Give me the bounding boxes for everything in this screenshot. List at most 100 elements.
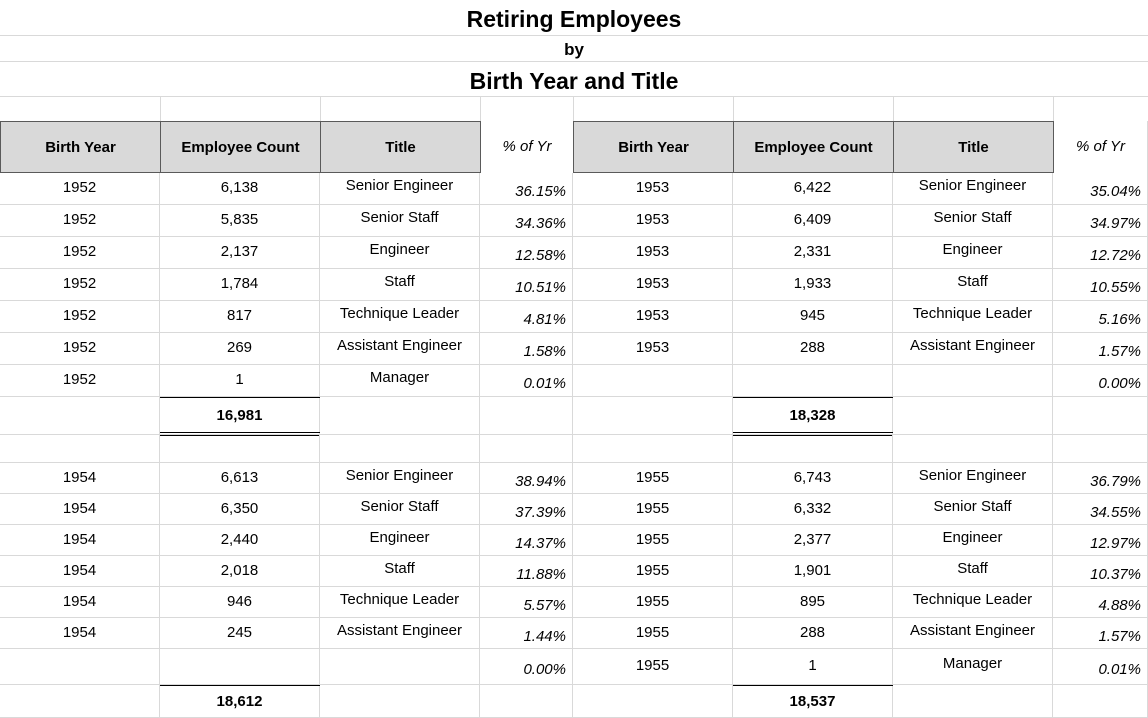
total-top-border (733, 685, 893, 686)
cell-title: Senior Staff (893, 494, 1053, 525)
cell-employee-count: 2,137 (160, 237, 320, 269)
cell-pct: 4.81% (480, 301, 573, 333)
cell-title: Senior Engineer (320, 463, 480, 494)
total-top-border (160, 397, 320, 398)
header-title: Title (321, 121, 481, 173)
total-spacer-cell (893, 397, 1053, 435)
spacer-cell (320, 435, 480, 463)
cell-title: Manager (893, 649, 1053, 685)
cell-title: Technique Leader (320, 587, 480, 618)
cell-pct: 37.39% (480, 494, 573, 525)
spacer-cell (733, 435, 893, 463)
cell-title: Assistant Engineer (320, 333, 480, 365)
cell-title: Senior Engineer (320, 173, 480, 205)
total-employee-count: 18,612 (160, 685, 320, 718)
cell-pct: 34.97% (1053, 205, 1148, 237)
cell-pct: 0.01% (480, 365, 573, 397)
cell-birth-year: 1954 (0, 525, 160, 556)
cell-employee-count: 6,332 (733, 494, 893, 525)
cell-birth-year: 1954 (0, 463, 160, 494)
cell-employee-count: 895 (733, 587, 893, 618)
cell-pct: 34.55% (1053, 494, 1148, 525)
report-title: Retiring Employees (0, 0, 1148, 36)
total-top-border (733, 397, 893, 398)
cell-pct: 12.72% (1053, 237, 1148, 269)
cell-employee-count: 1 (733, 649, 893, 685)
cell-pct: 0.00% (1053, 365, 1148, 397)
cell-employee-count: 1,901 (733, 556, 893, 587)
cell-pct: 36.15% (480, 173, 573, 205)
cell-title: Senior Engineer (893, 463, 1053, 494)
total-spacer-cell (480, 685, 573, 718)
cell-pct: 1.58% (480, 333, 573, 365)
cell-employee-count: 6,138 (160, 173, 320, 205)
cell-title: Engineer (893, 237, 1053, 269)
cell-birth-year: 1955 (573, 556, 733, 587)
cell-employee-count: 1 (160, 365, 320, 397)
cell-title: Technique Leader (893, 587, 1053, 618)
header-employee-count: Employee Count (161, 121, 321, 173)
cell-title: Senior Staff (320, 205, 480, 237)
total-spacer-cell (573, 685, 733, 718)
cell-title: Senior Staff (320, 494, 480, 525)
cell-employee-count: 6,409 (733, 205, 893, 237)
header-birth-year: Birth Year (573, 121, 734, 173)
cell-birth-year: 1955 (573, 494, 733, 525)
cell-birth-year: 1953 (573, 269, 733, 301)
cell-employee-count: 2,018 (160, 556, 320, 587)
cell-birth-year: 1954 (0, 587, 160, 618)
cell-title: Assistant Engineer (320, 618, 480, 649)
total-double-underline (733, 432, 893, 436)
cell-pct: 0.01% (1053, 649, 1148, 685)
cell-birth-year (0, 649, 160, 685)
cell-title: Staff (893, 556, 1053, 587)
cell-title: Senior Engineer (893, 173, 1053, 205)
spacer-cell (0, 435, 160, 463)
cell-title: Assistant Engineer (893, 618, 1053, 649)
cell-pct: 38.94% (480, 463, 573, 494)
cell-pct: 10.51% (480, 269, 573, 301)
cell-employee-count: 2,331 (733, 237, 893, 269)
cell-pct: 10.37% (1053, 556, 1148, 587)
cell-pct: 36.79% (1053, 463, 1148, 494)
cell-employee-count (160, 649, 320, 685)
total-spacer-cell (893, 685, 1053, 718)
cell-pct: 1.57% (1053, 333, 1148, 365)
cell-pct: 5.57% (480, 587, 573, 618)
cell-title: Engineer (320, 525, 480, 556)
cell-pct: 14.37% (480, 525, 573, 556)
spacer-cell (480, 435, 573, 463)
cell-birth-year: 1955 (573, 649, 733, 685)
total-spacer-cell (1053, 397, 1148, 435)
total-spacer-cell (0, 685, 160, 718)
cell-pct: 34.36% (480, 205, 573, 237)
cell-title: Engineer (320, 237, 480, 269)
cell-birth-year: 1952 (0, 333, 160, 365)
cell-employee-count: 288 (733, 618, 893, 649)
cell-employee-count: 6,422 (733, 173, 893, 205)
cell-employee-count (733, 365, 893, 397)
cell-employee-count: 945 (733, 301, 893, 333)
cell-employee-count: 817 (160, 301, 320, 333)
cell-title: Senior Staff (893, 205, 1053, 237)
cell-birth-year: 1954 (0, 494, 160, 525)
cell-pct: 10.55% (1053, 269, 1148, 301)
total-spacer-cell (320, 397, 480, 435)
cell-birth-year: 1953 (573, 173, 733, 205)
cell-pct: 1.44% (480, 618, 573, 649)
cell-birth-year: 1952 (0, 237, 160, 269)
cell-pct: 12.97% (1053, 525, 1148, 556)
total-employee-count: 18,537 (733, 685, 893, 718)
cell-pct: 0.00% (480, 649, 573, 685)
cell-birth-year: 1952 (0, 269, 160, 301)
cell-pct: 5.16% (1053, 301, 1148, 333)
cell-birth-year: 1953 (573, 333, 733, 365)
cell-employee-count: 1,933 (733, 269, 893, 301)
total-employee-count: 16,981 (160, 397, 320, 435)
cell-pct: 11.88% (480, 556, 573, 587)
cell-pct: 1.57% (1053, 618, 1148, 649)
cell-birth-year (573, 365, 733, 397)
cell-employee-count: 6,350 (160, 494, 320, 525)
cell-title: Technique Leader (320, 301, 480, 333)
cell-birth-year: 1952 (0, 205, 160, 237)
